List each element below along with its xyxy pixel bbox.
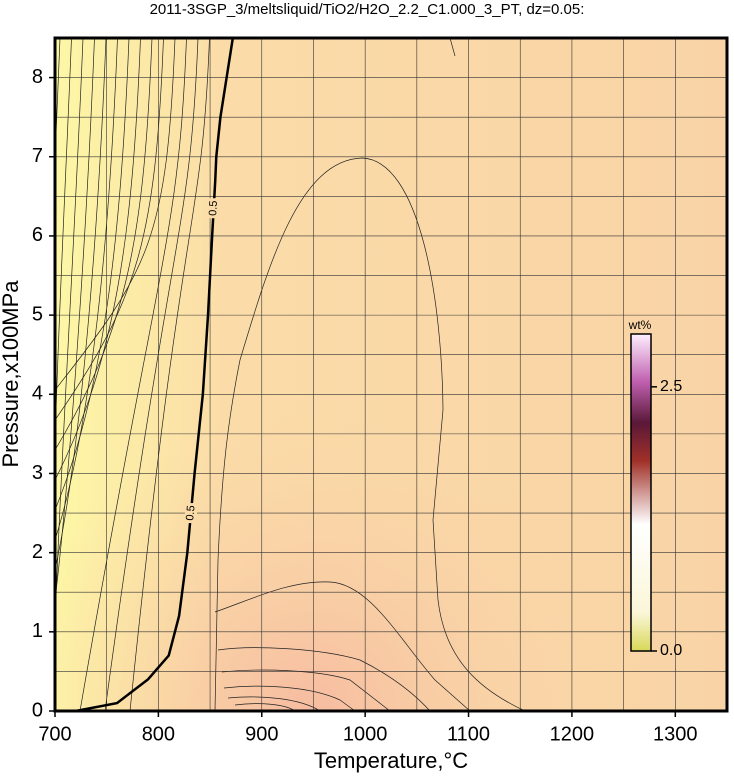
contour-label-bg: [184, 503, 197, 524]
grid: [55, 38, 727, 711]
contour-line: [55, 38, 95, 601]
y-tick-label: 8: [32, 66, 43, 88]
x-tick-label: 1200: [550, 723, 595, 745]
colorbar-tick-label: 0.0: [660, 642, 682, 659]
colorbar: [630, 333, 652, 652]
x-tick-label: 800: [142, 723, 175, 745]
y-tick-label: 7: [32, 145, 43, 167]
contour-label: 0.5: [207, 200, 220, 216]
chart-title: 2011-3SGP_3/meltsliquid/TiO2/H2O_2.2_C1.…: [150, 1, 585, 18]
contour-line: [55, 38, 176, 391]
x-tick-label: 1100: [447, 723, 490, 745]
contour-line: [55, 38, 72, 660]
contour-line: [79, 38, 187, 711]
plot-shade: [55, 38, 727, 711]
contour-line: [55, 38, 107, 571]
y-axis-label: Pressure,x100MPa: [0, 280, 23, 468]
contour-label: 0.5: [184, 505, 197, 521]
y-tick-label: 1: [32, 620, 43, 642]
plot-frame: [53, 36, 729, 713]
contour-label-bg: [207, 198, 220, 219]
contour-line: [55, 38, 141, 481]
y-tick-label: 2: [32, 541, 43, 563]
x-tick-label: 1300: [653, 723, 698, 745]
contour-line: [55, 38, 118, 541]
y-tick-label: 5: [32, 303, 43, 325]
x-axis-label: Temperature,°C: [314, 748, 468, 773]
y-tick-label: 0: [32, 699, 43, 721]
contour-line: [75, 38, 235, 711]
x-tick-label: 700: [38, 723, 71, 745]
contour-line: [55, 38, 164, 421]
y-tick-label: 4: [32, 383, 43, 405]
contour-line: [129, 38, 210, 711]
y-tick-label: 6: [32, 224, 43, 246]
x-tick-label: 1000: [343, 723, 388, 745]
colorbar-label: wt%: [628, 318, 652, 332]
x-tick-label: 900: [245, 723, 278, 745]
y-tick-label: 3: [32, 462, 43, 484]
contour-line: [55, 38, 153, 451]
colorbar-tick-label: 2.5: [660, 378, 682, 395]
contour-line: [104, 38, 199, 711]
contour-line: [55, 38, 84, 631]
